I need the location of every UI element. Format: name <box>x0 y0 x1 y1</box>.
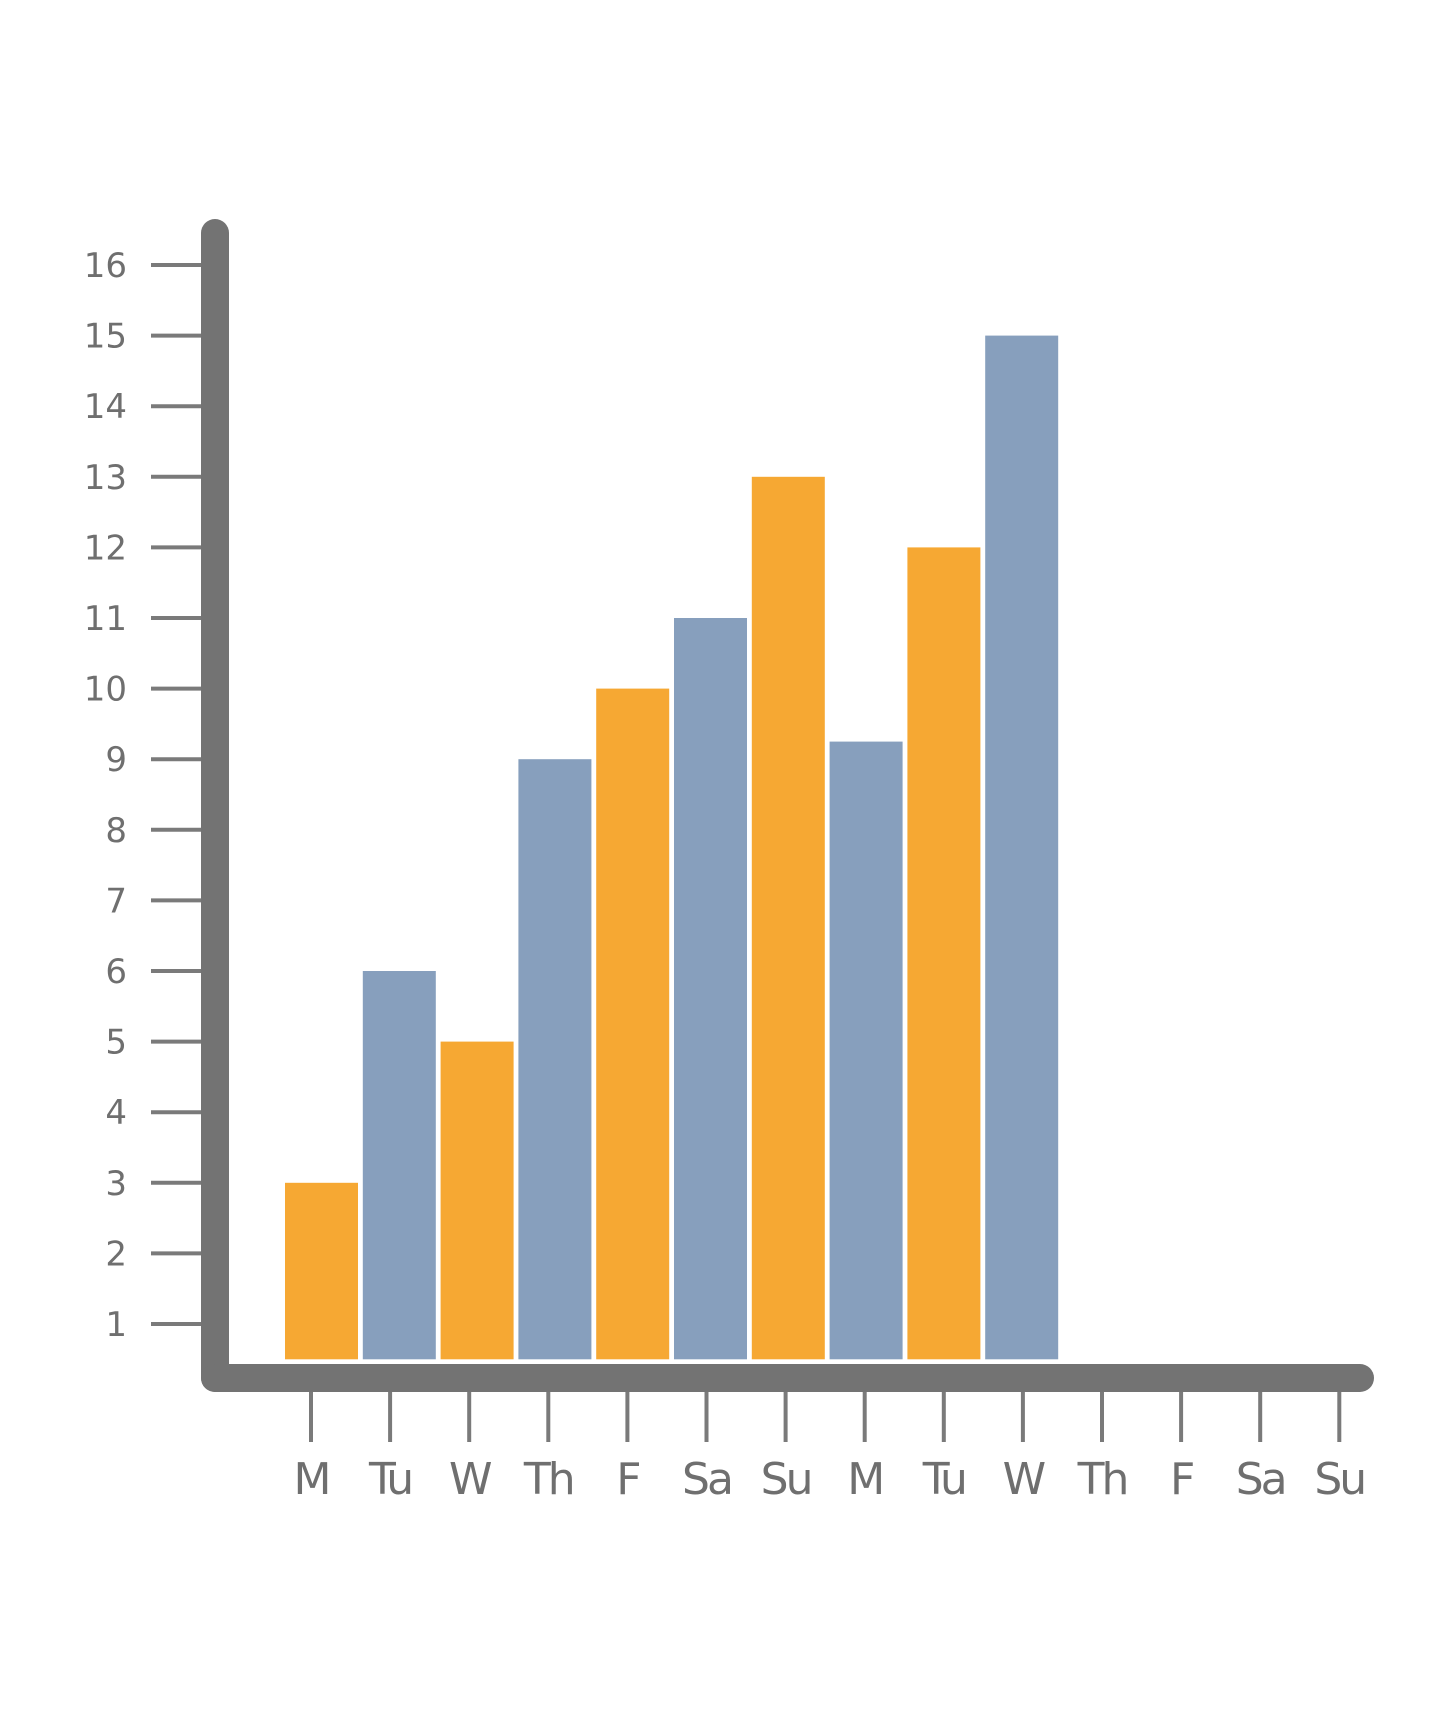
y-tick-label: 7 <box>105 881 127 921</box>
x-tick-label: M <box>847 1454 882 1505</box>
x-tick-label: W <box>449 1454 492 1505</box>
x-axis-ticks: M Tu W Th F Sa Su M Tu W Th F Sa Su <box>294 1392 1367 1505</box>
bar-10 <box>985 335 1059 1360</box>
bar-5 <box>596 688 670 1360</box>
y-tick-label: 2 <box>105 1234 127 1274</box>
y-tick-label: 5 <box>105 1023 127 1063</box>
bar-3 <box>440 1041 514 1360</box>
bar-9 <box>907 547 981 1360</box>
y-tick-label: 3 <box>105 1164 127 1204</box>
x-tick-label: Tu <box>922 1454 965 1505</box>
x-tick-label: W <box>1003 1454 1046 1505</box>
x-tick-label: Sa <box>682 1454 731 1505</box>
x-tick-label: F <box>1170 1454 1193 1505</box>
bars-group <box>285 335 1059 1360</box>
x-tick-label: Th <box>1077 1454 1127 1505</box>
bar-1 <box>285 1182 358 1360</box>
y-tick-label: 12 <box>84 528 127 568</box>
x-tick-label: F <box>616 1454 639 1505</box>
y-tick-label: 9 <box>105 740 127 780</box>
bar-4 <box>518 759 592 1360</box>
y-tick-label: 10 <box>84 670 127 710</box>
bar-8 <box>829 741 903 1360</box>
y-tick-label: 14 <box>84 387 127 427</box>
x-tick-label: Th <box>523 1454 573 1505</box>
x-tick-label: Su <box>761 1454 811 1505</box>
y-tick-label: 6 <box>105 952 127 992</box>
bar-7 <box>751 476 825 1360</box>
y-tick-label: 16 <box>84 246 127 286</box>
y-tick-label: 1 <box>105 1305 127 1345</box>
y-tick-label: 4 <box>105 1093 127 1133</box>
x-tick-label: Sa <box>1236 1454 1285 1505</box>
bar-2 <box>362 971 436 1360</box>
x-tick-label: Su <box>1314 1454 1364 1505</box>
x-tick-label: Tu <box>368 1454 411 1505</box>
y-tick-label: 8 <box>105 811 127 851</box>
x-tick-label: M <box>294 1454 329 1505</box>
bar-6 <box>674 618 747 1360</box>
y-tick-label: 13 <box>84 458 127 498</box>
y-tick-label: 15 <box>84 317 127 357</box>
y-tick-label: 11 <box>84 599 127 639</box>
